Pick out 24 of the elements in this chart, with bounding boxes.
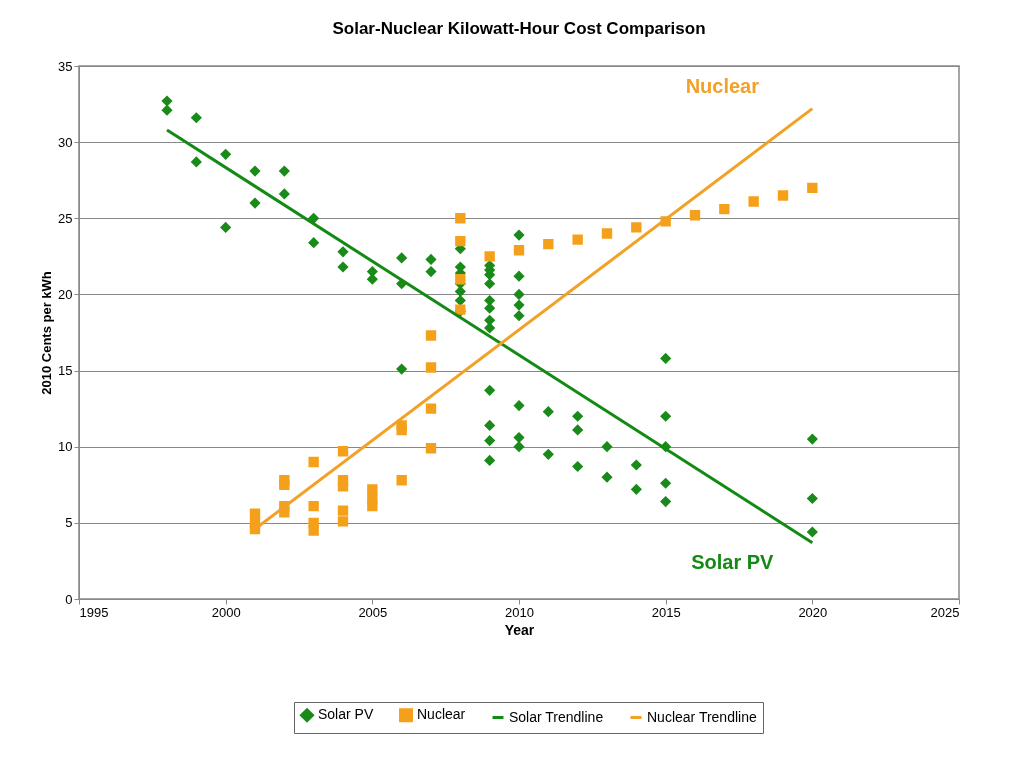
y-tick-label: 30 [58,134,73,150]
y-tick-label: 20 [58,286,73,302]
chart-title: Solar-Nuclear Kilowatt-Hour Cost Comparison [332,19,706,38]
y-tick-label: 0 [65,591,73,607]
legend-label: Solar Trendline [509,708,604,725]
y-tick-label: 15 [58,363,73,379]
x-tick-label: 1995 [79,604,109,620]
x-tick-label: 2025 [930,604,960,620]
y-tick-label: 35 [58,58,73,74]
legend-label: Solar PV [318,706,374,723]
y-tick-label: 25 [58,210,73,226]
x-tick-label: 2000 [211,604,241,620]
annotation: Solar PV [691,550,775,573]
legend-label: Nuclear Trendline [647,708,757,725]
x-tick-label: 2015 [651,604,681,620]
legend-label: Nuclear [417,706,466,723]
x-tick-label: 2005 [358,604,388,620]
x-tick-label: 2020 [798,604,828,620]
y-tick-label: 5 [65,515,73,531]
y-tick-label: 10 [58,439,73,455]
y-axis-title: 2010 Cents per kWh [39,271,55,395]
x-axis-title: Year [504,621,535,638]
annotation: Nuclear [685,74,760,97]
x-tick-label: 2010 [505,604,534,620]
